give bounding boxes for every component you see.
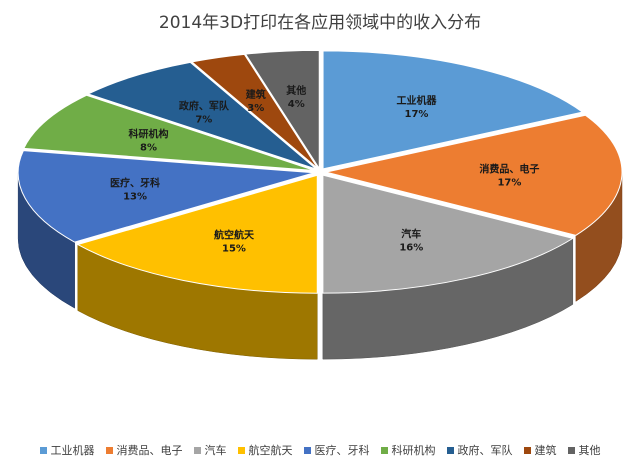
slice-label-3: 航空航天 — [214, 228, 255, 241]
slice-value-6: 7% — [195, 114, 212, 125]
slice-value-0: 17% — [405, 109, 429, 120]
legend-swatch-5 — [380, 446, 388, 454]
slice-value-5: 8% — [140, 142, 157, 153]
slice-4 — [17, 150, 315, 243]
slice-label-7: 建筑 — [245, 88, 266, 101]
slice-1 — [325, 114, 623, 236]
legend-item-2: 汽车 — [193, 442, 227, 458]
legend-item-6: 政府、军队 — [446, 442, 513, 458]
legend-item-1: 消费品、电子 — [105, 442, 183, 458]
legend-item-7: 建筑 — [523, 442, 557, 458]
slice-label-0: 工业机器 — [396, 94, 437, 107]
legend-swatch-6 — [446, 446, 454, 454]
legend-item-0: 工业机器 — [39, 442, 95, 458]
legend-swatch-0 — [39, 446, 47, 454]
legend-item-3: 航空航天 — [237, 442, 293, 458]
slice-6 — [86, 61, 317, 170]
slice-value-8: 4% — [288, 99, 305, 110]
pie-sides — [17, 172, 623, 360]
legend-item-5: 科研机构 — [380, 442, 436, 458]
legend-swatch-2 — [193, 446, 201, 454]
slice-label-4: 医疗、牙科 — [110, 177, 160, 190]
slice-value-1: 17% — [497, 177, 521, 188]
legend-label-5: 科研机构 — [391, 444, 436, 457]
slice-8 — [244, 49, 320, 171]
slice-7 — [190, 53, 319, 169]
legend-swatch-4 — [303, 446, 311, 454]
legend-swatch-3 — [237, 446, 245, 454]
legend-label-6: 政府、军队 — [457, 444, 513, 457]
legend-item-4: 医疗、牙科 — [303, 442, 370, 458]
pie-tops — [17, 49, 623, 294]
slice-0 — [322, 50, 584, 170]
pie-labels: 工业机器 17% 消费品、电子 17% 汽车 16% 航空航天 15% 医疗、牙科 13% 科研机构… — [110, 84, 539, 255]
slice-label-1: 消费品、电子 — [479, 162, 539, 175]
slice-label-2: 汽车 — [401, 227, 421, 240]
legend-item-8: 其他 — [567, 442, 601, 458]
legend-swatch-8 — [567, 446, 575, 454]
slice-label-8: 其他 — [286, 84, 306, 97]
slice-value-4: 13% — [123, 192, 147, 203]
chart-title: 2014年3D打印在各应用领域中的收入分布 — [158, 13, 482, 33]
slice-value-2: 16% — [399, 242, 423, 253]
slice-value-7: 3% — [247, 103, 264, 114]
slice-5 — [23, 94, 315, 171]
legend-swatch-7 — [523, 446, 531, 454]
legend-label-1: 消费品、电子 — [116, 444, 183, 457]
slice-label-5: 科研机构 — [129, 127, 169, 140]
slice-value-3: 15% — [222, 243, 246, 254]
legend-label-0: 工业机器 — [50, 444, 95, 457]
slice-label-6: 政府、军队 — [179, 99, 230, 112]
legend-label-2: 汽车 — [204, 444, 227, 457]
chart-legend: 工业机器 消费品、电子 汽车 航空航天 医疗、牙科 科研机构 政府、军队 建筑 其他 — [0, 442, 640, 458]
slice-2 — [322, 174, 575, 294]
legend-label-3: 航空航天 — [248, 444, 293, 457]
legend-label-8: 其他 — [578, 444, 601, 457]
legend-label-7: 建筑 — [534, 444, 557, 457]
legend-label-4: 医疗、牙科 — [314, 444, 370, 457]
legend-swatch-1 — [105, 446, 113, 454]
slice-3 — [76, 174, 318, 294]
